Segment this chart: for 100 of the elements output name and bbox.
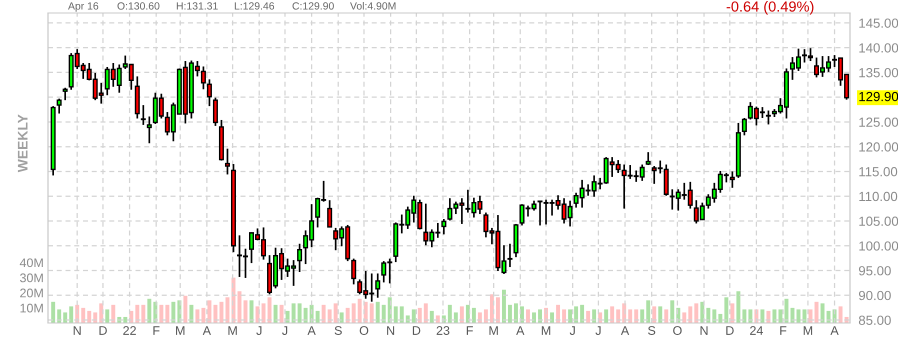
bar [838, 306, 843, 323]
bar [201, 308, 206, 323]
bar [195, 309, 200, 323]
bar [646, 300, 650, 323]
bar [532, 312, 536, 323]
bar [244, 300, 248, 323]
bar [772, 309, 776, 323]
y2-tick-label: 20M [20, 288, 43, 298]
text: 129.90 [859, 92, 898, 102]
bar [556, 304, 560, 323]
candlestick [646, 151, 651, 166]
bar [147, 298, 152, 323]
y2-tick-label: 30M [20, 273, 43, 282]
candlestick [62, 86, 68, 101]
bar [616, 309, 620, 323]
x-tick-label: F [780, 326, 786, 335]
bar [502, 290, 506, 323]
bar [141, 304, 146, 323]
y-tick-label: 110.00 [859, 192, 898, 202]
bar [562, 309, 566, 323]
bar [370, 303, 374, 323]
bar [424, 303, 428, 323]
bar [472, 308, 476, 323]
bar [688, 306, 692, 323]
bar [418, 308, 422, 323]
text: Apr 16 [68, 2, 98, 12]
candlestick [212, 96, 218, 127]
bar [454, 312, 458, 323]
bar [183, 296, 188, 323]
y-tick-label: 120.00 [859, 142, 898, 152]
candlestick [146, 116, 152, 144]
bar [604, 309, 608, 323]
bar [592, 309, 596, 323]
bar [718, 314, 722, 323]
bar [340, 312, 344, 323]
bar [796, 309, 800, 323]
bar [712, 309, 716, 323]
bar [358, 298, 362, 323]
bar [820, 303, 824, 323]
bar [352, 303, 356, 323]
bar [580, 304, 584, 323]
x-tick-label: A [830, 326, 839, 335]
x-tick-label: A [307, 326, 316, 335]
bar [790, 308, 794, 323]
bar [640, 309, 644, 323]
candlestick [742, 117, 747, 136]
x-tick-label: D [412, 326, 420, 335]
text: O:130.60 [117, 2, 160, 10]
candlestick [224, 148, 230, 176]
candlestick [766, 110, 771, 126]
bar [736, 291, 740, 323]
bar [334, 303, 338, 323]
text: H:131.31 [176, 2, 218, 10]
bar [250, 300, 254, 323]
candlestick [441, 218, 446, 236]
bar [213, 304, 218, 323]
y-tick-label: 105.00 [859, 216, 898, 226]
bar [135, 304, 140, 323]
x-tick-label: J [570, 326, 575, 335]
bar [219, 302, 224, 323]
x-tick-label: S [648, 326, 656, 335]
y2-axis-title: WEEKLY [18, 114, 28, 172]
bar [514, 303, 518, 323]
bar [171, 302, 176, 323]
bar [682, 312, 686, 323]
bar [87, 310, 92, 323]
x-tick-label: N [74, 326, 81, 335]
x-tick-label: M [176, 326, 184, 335]
candlestick [56, 98, 62, 114]
x-tick-label: A [202, 326, 211, 335]
candlestick [507, 242, 512, 268]
bar [814, 302, 818, 323]
x-tick-label: 22 [123, 326, 136, 335]
candlestick [730, 170, 735, 189]
x-tick-label: 23 [436, 326, 450, 335]
x-tick-label: F [466, 326, 473, 335]
bar [724, 297, 728, 323]
bar [346, 308, 350, 323]
x-tick-label: N [700, 326, 708, 335]
x-tick-label: A [516, 326, 524, 335]
candlestick [297, 242, 302, 273]
x-tick-label: O [673, 326, 682, 335]
candlestick [351, 258, 356, 286]
x-tick-label: D [99, 326, 107, 335]
bar [742, 309, 746, 323]
text: C:129.90 [292, 2, 334, 10]
bar [225, 297, 230, 323]
annotation: -0.64 (0.49%) [726, 1, 814, 15]
y-tick-label: 95.00 [858, 266, 891, 276]
bar [484, 309, 488, 323]
bar [69, 306, 74, 323]
bar [634, 309, 638, 323]
text: Vol:4.90M [350, 2, 396, 10]
y-tick-label: 125.00 [859, 118, 898, 127]
bar [574, 306, 578, 323]
bar [802, 309, 806, 323]
bar [81, 308, 86, 323]
x-tick-label: M [542, 326, 550, 335]
bar [694, 303, 698, 323]
candlestick [375, 272, 380, 299]
